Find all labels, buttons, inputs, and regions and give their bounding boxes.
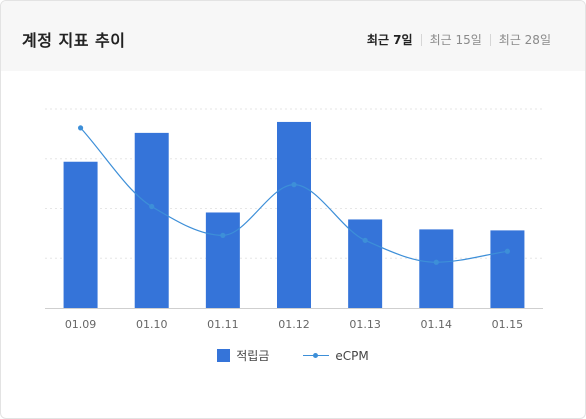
ecpm-point-01.14[interactable]	[433, 259, 439, 265]
legend-bar-label: 적립금	[236, 349, 270, 363]
bar-01.15[interactable]	[490, 230, 525, 308]
card-header: 계정 지표 추이 최근 7일 최근 15일 최근 28일	[1, 1, 585, 71]
chart-legend: 적립금 eCPM	[1, 347, 585, 364]
ecpm-point-01.12[interactable]	[291, 182, 297, 188]
ecpm-point-01.10[interactable]	[149, 203, 155, 210]
ecpm-point-01.15[interactable]	[504, 248, 511, 254]
x-tick-label: 01.09	[65, 318, 97, 331]
tab-recent-7-days[interactable]: 최근 7일	[366, 33, 413, 47]
legend-item-bar[interactable]: 적립금	[217, 347, 269, 364]
bar-01.12[interactable]	[277, 121, 311, 308]
bar-01.14[interactable]	[419, 229, 454, 308]
ecpm-point-01.13[interactable]	[362, 237, 368, 243]
ecpm-point-01.09[interactable]	[77, 125, 84, 131]
bar-01.09[interactable]	[63, 161, 98, 308]
tab-recent-28-days[interactable]: 최근 28일	[498, 33, 551, 47]
bar-01.10[interactable]	[134, 132, 169, 308]
legend-item-line[interactable]: eCPM	[303, 348, 369, 363]
x-tick-label: 01.12	[278, 318, 310, 331]
x-tick-label: 01.11	[207, 318, 239, 331]
line-marker-icon	[303, 350, 330, 362]
bar-01.13[interactable]	[348, 219, 383, 308]
tab-divider	[420, 33, 422, 46]
metrics-chart: 01.09 01.10 01.11 01.12 01.13 01.14 01.15	[45, 108, 543, 331]
tab-recent-15-days[interactable]: 최근 15일	[429, 33, 482, 47]
period-tabs: 최근 7일 최근 15일 최근 28일	[367, 31, 551, 48]
x-tick-label: 01.10	[136, 318, 168, 331]
bar-swatch-icon	[217, 349, 231, 362]
bar-01.11[interactable]	[205, 212, 240, 308]
x-tick-label: 01.15	[492, 318, 524, 331]
card-title: 계정 지표 추이	[22, 31, 126, 50]
ecpm-point-01.11[interactable]	[220, 232, 226, 238]
x-tick-label: 01.13	[349, 318, 381, 331]
legend-line-label: eCPM	[335, 348, 369, 363]
tab-divider	[489, 33, 491, 46]
x-tick-label: 01.14	[421, 318, 453, 331]
